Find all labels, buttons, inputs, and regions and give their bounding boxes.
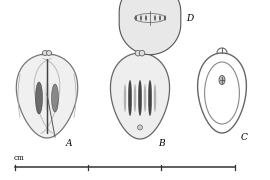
Circle shape [46,51,52,56]
Text: A: A [66,140,72,148]
Ellipse shape [154,84,156,112]
Ellipse shape [159,15,161,21]
Ellipse shape [164,15,166,21]
Ellipse shape [52,84,59,112]
Circle shape [137,125,143,130]
Ellipse shape [124,84,126,112]
Ellipse shape [140,15,142,21]
Ellipse shape [135,15,137,21]
Ellipse shape [219,75,225,84]
Ellipse shape [132,82,133,114]
Polygon shape [110,53,170,139]
Text: C: C [241,134,247,143]
Ellipse shape [134,84,136,112]
Circle shape [135,50,141,56]
Ellipse shape [145,15,147,21]
Text: cm: cm [14,154,25,162]
Ellipse shape [45,81,49,111]
Ellipse shape [148,80,152,116]
Circle shape [42,51,48,56]
Text: D: D [186,14,193,22]
Ellipse shape [147,82,148,114]
Ellipse shape [138,80,142,116]
Polygon shape [119,0,181,55]
Ellipse shape [137,82,138,114]
Ellipse shape [35,82,42,114]
Polygon shape [16,54,78,138]
Circle shape [139,50,145,56]
Ellipse shape [128,80,132,116]
Ellipse shape [127,82,128,114]
Ellipse shape [152,82,153,114]
Ellipse shape [144,84,146,112]
Ellipse shape [142,82,143,114]
Ellipse shape [154,15,156,21]
Polygon shape [198,53,246,133]
Text: B: B [158,140,164,148]
